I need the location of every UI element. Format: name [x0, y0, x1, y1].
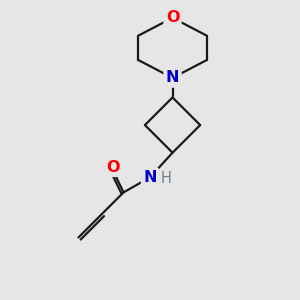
Text: H: H	[160, 171, 171, 186]
Text: N: N	[166, 70, 179, 86]
Text: N: N	[143, 170, 157, 185]
Text: O: O	[106, 160, 120, 175]
Text: O: O	[166, 10, 179, 25]
